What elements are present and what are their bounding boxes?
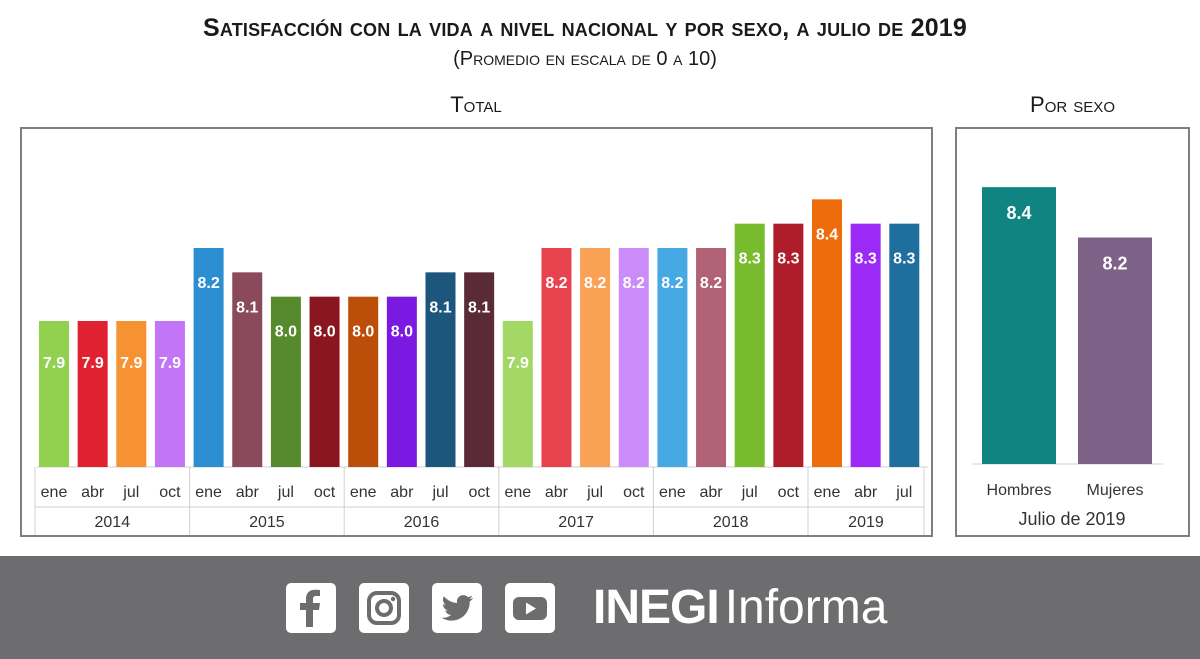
month-tick-label: abr xyxy=(545,484,569,501)
bar-value-label: 7.9 xyxy=(120,355,142,372)
bar xyxy=(502,321,533,467)
bar xyxy=(116,321,147,467)
bar xyxy=(39,321,69,467)
bar-value-label: 8.0 xyxy=(391,324,413,341)
month-tick-label: ene xyxy=(504,484,531,501)
month-tick-label: oct xyxy=(468,484,490,501)
month-tick-label: jul xyxy=(741,484,758,501)
month-tick-label: ene xyxy=(195,484,222,501)
total-chart-panel: 7.9 ene 7.9 abr 7.9 jul 7.9 oct 8.2 ene 8.1 abr 8.0 j… xyxy=(20,127,933,537)
year-tick-label: 2014 xyxy=(95,514,131,531)
bar xyxy=(734,223,765,467)
bar-value-label: 8.2 xyxy=(197,275,219,292)
bar-value-label: 8.1 xyxy=(468,299,490,316)
bar xyxy=(193,248,224,467)
year-tick-label: 2019 xyxy=(848,514,884,531)
bar xyxy=(889,223,920,467)
bar-value-label: 8.1 xyxy=(236,299,258,316)
bar xyxy=(309,296,340,467)
bar xyxy=(386,296,417,467)
bar-value-label: 8.4 xyxy=(816,226,838,243)
bar xyxy=(425,272,456,467)
bar-value-label: 8.4 xyxy=(1006,203,1031,223)
bar-value-label: 8.2 xyxy=(584,275,606,292)
bar xyxy=(850,223,881,467)
month-tick-label: oct xyxy=(159,484,181,501)
footer-bar: INEGI Informa xyxy=(0,556,1200,659)
x-axis-label: Julio de 2019 xyxy=(1018,509,1125,529)
sex-bar-chart: 8.4 Hombres 8.2 Mujeres Julio de 2019 xyxy=(972,187,1163,529)
bar xyxy=(154,321,185,467)
bar xyxy=(773,223,804,467)
facebook-icon[interactable] xyxy=(286,583,336,633)
year-tick-label: 2015 xyxy=(249,514,285,531)
month-tick-label: jul xyxy=(122,484,139,501)
bar-value-label: 8.2 xyxy=(623,275,645,292)
panel-title-sexo: Por sexo xyxy=(1030,92,1115,117)
month-tick-label: jul xyxy=(895,484,912,501)
bar xyxy=(270,296,301,467)
bar xyxy=(541,248,572,467)
bar xyxy=(696,248,727,467)
chart-subtitle: (Promedio en escala de 0 a 10) xyxy=(453,48,717,70)
bar-value-label: 8.3 xyxy=(893,251,915,268)
inegi-informa-logo: INEGI Informa xyxy=(593,578,887,638)
brand-bold-text: INEGI xyxy=(593,581,720,634)
bar-value-label: 7.9 xyxy=(159,355,181,372)
bar xyxy=(232,272,263,467)
month-tick-label: ene xyxy=(41,484,68,501)
category-tick-label: Hombres xyxy=(987,482,1052,499)
month-tick-label: oct xyxy=(623,484,645,501)
bar-value-label: 8.3 xyxy=(739,251,761,268)
bar-value-label: 8.2 xyxy=(661,275,683,292)
bar xyxy=(77,321,108,467)
bar xyxy=(1078,237,1152,464)
year-tick-label: 2016 xyxy=(404,514,440,531)
bar xyxy=(348,296,379,467)
bar-value-label: 8.0 xyxy=(313,324,335,341)
bar-value-label: 8.2 xyxy=(700,275,722,292)
bar-value-label: 8.3 xyxy=(855,251,877,268)
bar-value-label: 8.2 xyxy=(545,275,567,292)
bar-value-label: 7.9 xyxy=(507,355,529,372)
bar-value-label: 8.0 xyxy=(352,324,374,341)
sex-chart-panel: 8.4 Hombres 8.2 Mujeres Julio de 2019 xyxy=(955,127,1190,537)
bar xyxy=(618,248,649,467)
year-tick-label: 2017 xyxy=(558,514,594,531)
month-tick-label: abr xyxy=(699,484,723,501)
month-tick-label: ene xyxy=(814,484,841,501)
bar xyxy=(812,199,842,467)
category-tick-label: Mujeres xyxy=(1087,482,1144,499)
month-tick-label: oct xyxy=(314,484,336,501)
total-bar-chart: 7.9 ene 7.9 abr 7.9 jul 7.9 oct 8.2 ene 8.1 abr 8.0 j… xyxy=(34,199,928,535)
month-tick-label: abr xyxy=(236,484,260,501)
month-tick-label: abr xyxy=(81,484,105,501)
month-tick-label: jul xyxy=(431,484,448,501)
month-tick-label: ene xyxy=(659,484,686,501)
bar-value-label: 8.1 xyxy=(429,299,451,316)
bar-value-label: 7.9 xyxy=(43,355,65,372)
panel-title-total: Total xyxy=(450,92,502,117)
twitter-icon[interactable] xyxy=(432,583,482,633)
year-tick-label: 2018 xyxy=(713,514,749,531)
bar-value-label: 7.9 xyxy=(82,355,104,372)
month-tick-label: abr xyxy=(390,484,414,501)
bar xyxy=(464,272,495,467)
month-tick-label: jul xyxy=(277,484,294,501)
bar-value-label: 8.2 xyxy=(1102,254,1127,274)
bar-value-label: 8.0 xyxy=(275,324,297,341)
brand-light-text: Informa xyxy=(724,581,888,634)
bar xyxy=(982,187,1056,464)
month-tick-label: oct xyxy=(778,484,800,501)
month-tick-label: jul xyxy=(586,484,603,501)
bar-value-label: 8.3 xyxy=(777,251,799,268)
youtube-icon[interactable] xyxy=(505,583,555,633)
month-tick-label: abr xyxy=(854,484,878,501)
chart-title: Satisfacción con la vida a nivel naciona… xyxy=(202,14,968,42)
bar xyxy=(657,248,688,467)
bar xyxy=(580,248,611,467)
instagram-icon[interactable] xyxy=(359,583,409,633)
month-tick-label: ene xyxy=(350,484,377,501)
